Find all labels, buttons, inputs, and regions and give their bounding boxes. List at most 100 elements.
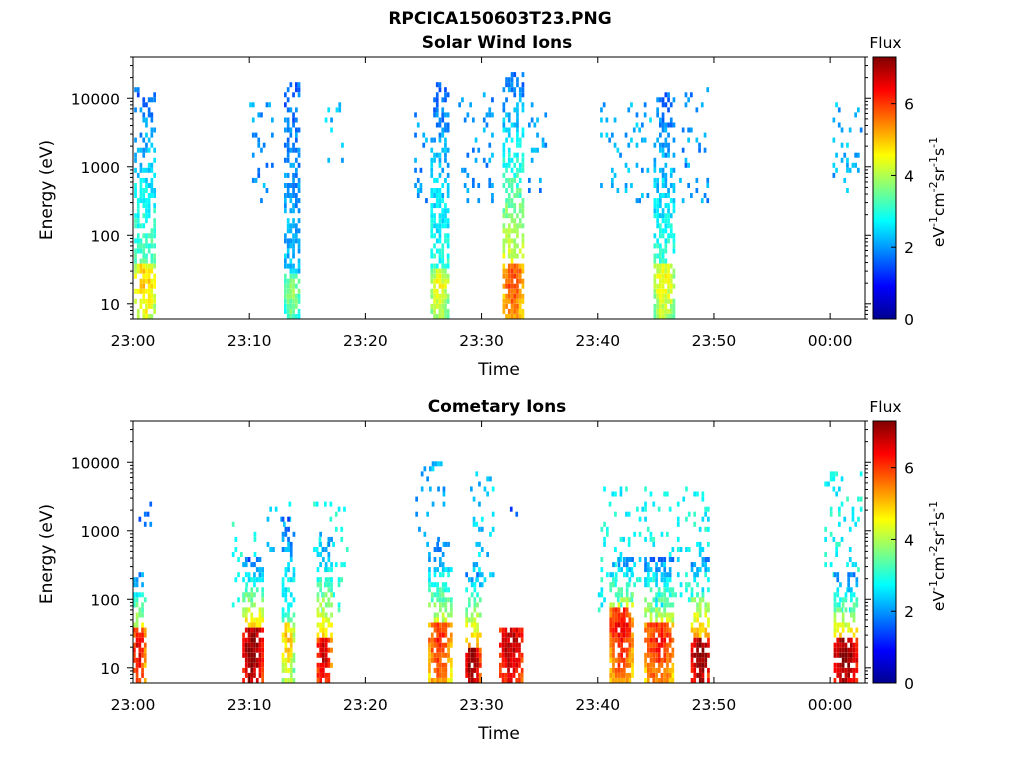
heatmap-cell [433,268,436,274]
heatmap-cell [284,308,287,314]
heatmap-cell [644,582,647,588]
heatmap-cell [136,213,140,219]
heatmap-cell [444,142,447,148]
heatmap-cell [476,602,479,608]
heatmap-cell [319,541,322,547]
heatmap-cell [450,657,453,663]
heatmap-cell [139,132,143,138]
heatmap-cell [441,278,445,284]
heatmap-cell [611,572,615,578]
heatmap-cell [661,142,665,148]
heatmap-cell [436,617,439,623]
heatmap-cell [289,652,293,658]
heatmap-cell [327,107,331,113]
heatmap-cell [635,122,639,128]
heatmap-cell [685,572,688,578]
heatmap-cell [667,233,670,239]
heatmap-cell [138,678,142,683]
heatmap-cell [696,632,699,638]
heatmap-cell [635,198,639,204]
heatmap-cell [704,642,708,648]
heatmap-cell [135,597,139,603]
heatmap-cell [674,592,677,598]
heatmap-cell [530,147,534,153]
heatmap-cell [619,602,623,608]
heatmap-cell [253,632,256,638]
heatmap-cell [676,521,680,527]
heatmap-cell [676,536,680,542]
heatmap-cell [620,652,623,658]
heatmap-cell [837,107,841,113]
heatmap-cell [659,122,662,128]
heatmap-cell [444,293,447,299]
heatmap-cell [330,562,333,568]
heatmap-cell [153,308,156,314]
heatmap-cell [450,678,453,683]
heatmap-cell [284,183,287,188]
heatmap-cell [630,102,633,108]
heatmap-cell [841,662,845,668]
heatmap-cell [669,303,673,309]
heatmap-cell [667,97,670,103]
heatmap-cell [327,672,331,678]
heatmap-cell [438,308,442,314]
heatmap-cell [289,208,293,214]
heatmap-cell [433,218,436,224]
heatmap-cell [505,203,508,209]
heatmap-cell [652,622,656,628]
heatmap-cell [286,288,290,294]
heatmap-cell [509,652,513,658]
heatmap-cell [292,183,295,188]
heatmap-cell [258,627,262,633]
heatmap-cell [297,314,301,319]
heatmap-cell [608,501,612,507]
heatmap-cell [644,612,647,618]
heatmap-cell [649,567,653,573]
heatmap-cell [284,572,288,578]
heatmap-cell [135,577,139,583]
heatmap-cell [631,637,634,643]
heatmap-cell [139,278,143,284]
heatmap-cell [660,577,664,583]
heatmap-cell [667,263,670,269]
heatmap-cell [652,672,656,678]
heatmap-cell [859,471,863,477]
heatmap-cell [341,157,344,163]
heatmap-cell [668,632,672,638]
y-tick-label: 10000 [71,454,120,472]
heatmap-cell [841,642,845,648]
heatmap-cell [289,127,293,133]
heatmap-cell [254,177,258,183]
heatmap-cell [435,273,439,279]
heatmap-cell [465,607,468,613]
heatmap-cell [693,652,697,658]
heatmap-cell [286,193,290,198]
heatmap-cell [701,657,705,663]
heatmap-cell [422,142,426,148]
heatmap-cell [253,622,256,628]
heatmap-cell [633,582,636,588]
heatmap-cell [625,597,629,603]
heatmap-cell [444,662,448,668]
heatmap-cell [292,577,296,583]
heatmap-cell [836,667,840,673]
heatmap-cell [436,632,439,638]
heatmap-cell [857,107,860,113]
heatmap-cell [269,547,272,552]
heatmap-cell [668,567,672,573]
heatmap-cell [669,233,673,239]
heatmap-cell [284,303,287,309]
heatmap-cell [338,102,342,108]
heatmap-cell [655,562,658,568]
heatmap-cell [847,647,850,653]
heatmap-cell [284,198,287,204]
heatmap-cell [322,607,325,613]
heatmap-cell [627,582,631,588]
heatmap-cell [250,647,254,653]
heatmap-cell [653,183,657,188]
heatmap-cell [136,198,140,204]
heatmap-cell [324,582,328,588]
heatmap-cell [695,107,699,113]
heatmap-cell [431,466,435,472]
heatmap-cell [824,552,827,557]
